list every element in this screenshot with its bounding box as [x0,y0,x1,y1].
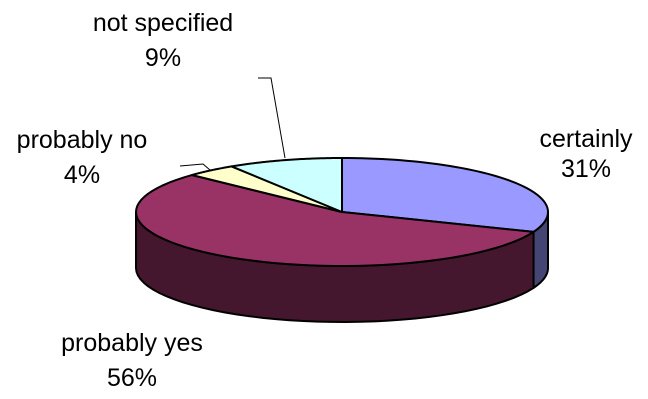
pie-tops-layer [135,157,549,267]
label-certainly: certainly [539,125,633,153]
label-probably-no: probably no [17,126,148,154]
value-label-probably-no: 4% [64,161,100,189]
pie-slice-probably-no [190,165,343,213]
value-label-probably-yes: 56% [107,364,157,392]
leader-line-not-specified [258,77,286,159]
pie-slice-probably-yes [135,174,535,267]
leader-line-probably-no [179,163,211,171]
pie-slice-certainly [341,157,549,233]
value-label-not-specified: 9% [145,44,181,72]
label-probably-yes: probably yes [61,329,203,357]
value-label-certainly: 31% [561,155,611,183]
leader-lines-layer [179,77,286,171]
label-not-specified: not specified [93,9,233,37]
pie-slice-not-specified [230,157,343,213]
